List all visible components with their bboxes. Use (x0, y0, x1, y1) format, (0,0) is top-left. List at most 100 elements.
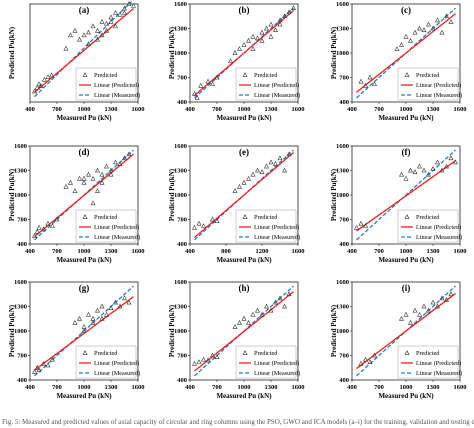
legend-marker-predicted (242, 72, 248, 77)
data-point (363, 82, 368, 88)
y-tick-label: 1000 (336, 192, 349, 199)
x-tick-label: 1600 (454, 106, 467, 113)
data-point (403, 311, 409, 317)
data-point (439, 295, 445, 301)
data-point (403, 33, 409, 39)
data-point (122, 5, 127, 11)
data-point (277, 155, 283, 161)
x-tick-label: 700 (212, 384, 222, 391)
data-point (399, 41, 404, 47)
data-point (34, 364, 40, 370)
figure-caption: Fig. 5: Measured and predicted values of… (2, 418, 474, 426)
data-point (237, 46, 242, 51)
x-axis-label: Measured Pu (kN) (378, 114, 434, 122)
y-tick-label: 400 (17, 377, 27, 384)
x-axis-label: Measured Pu (kN) (378, 256, 434, 264)
y-tick-label: 1300 (174, 26, 187, 33)
x-tick-label: 700 (52, 384, 62, 391)
data-point (72, 319, 78, 325)
data-point (426, 307, 431, 313)
data-point (282, 303, 287, 309)
y-tick-label: 1600 (174, 1, 187, 8)
x-tick-label: 700 (374, 384, 384, 391)
data-point (117, 11, 123, 17)
data-point (210, 216, 215, 222)
x-tick-label: 1600 (292, 384, 305, 391)
y-axis-label: Predicted Pu(kN) (330, 304, 338, 357)
data-point (444, 297, 449, 302)
x-tick-label: 400 (185, 106, 195, 113)
legend-marker-predicted (82, 350, 88, 355)
legend-entry: Linear (Measured) (416, 370, 462, 377)
y-tick-label: 1300 (336, 168, 349, 175)
x-tick-label: 1600 (132, 384, 145, 391)
data-point (117, 303, 123, 309)
legend-entry: Linear (Predicted) (94, 360, 139, 367)
x-axis-label: Measured Pu (kN) (56, 392, 112, 400)
data-point (95, 307, 100, 313)
linear-predicted-line (194, 10, 294, 96)
data-point (99, 179, 105, 185)
data-point (108, 14, 114, 20)
legend-marker-predicted (82, 72, 88, 77)
y-tick-label: 700 (17, 217, 27, 224)
y-tick-label: 700 (339, 217, 349, 224)
data-point (108, 305, 114, 311)
data-point (250, 33, 256, 39)
linear-measured-line (34, 285, 134, 377)
y-tick-label: 1000 (14, 328, 27, 335)
data-point (104, 163, 109, 169)
data-point (408, 319, 413, 325)
data-point (104, 27, 109, 33)
data-point (259, 29, 265, 35)
legend-entry: Linear (Measured) (416, 234, 462, 241)
linear-predicted-line (356, 13, 456, 93)
y-axis-label: Predicted Pu(kN) (330, 168, 338, 221)
panel-label: (f) (402, 147, 411, 157)
data-point (104, 311, 109, 317)
data-point (264, 303, 269, 309)
data-point (122, 10, 127, 15)
y-tick-label: 700 (339, 353, 349, 360)
data-point (99, 18, 105, 24)
legend-entry: Linear (Measured) (94, 370, 140, 377)
legend-entry: Predicted (254, 72, 278, 79)
x-tick-label: 400 (25, 248, 35, 255)
data-point (444, 13, 449, 19)
legend-marker-predicted (404, 214, 410, 219)
data-point (95, 188, 100, 193)
linear-predicted-line (194, 152, 294, 238)
legend-entry: Linear (Measured) (94, 92, 140, 99)
x-tick-label: 1300 (427, 106, 440, 113)
data-point (232, 324, 238, 329)
panel-7: (g) 400 700 1000 1300 1600 400 700 1000 1300 1600 M… (8, 279, 145, 400)
legend: Predicted Linear (Predicted) Linear (Measu… (75, 67, 140, 101)
x-axis-label: Measured Pu (kN) (56, 114, 112, 122)
data-point (104, 20, 109, 26)
data-point (192, 90, 197, 96)
data-point (113, 23, 118, 29)
y-tick-label: 400 (339, 377, 349, 384)
data-point (86, 29, 91, 35)
data-point (34, 84, 40, 90)
y-tick-label: 1600 (14, 279, 27, 286)
x-tick-label: 800 (221, 248, 231, 255)
data-point (250, 171, 256, 177)
data-point (210, 352, 215, 358)
linear-measured-line (356, 149, 456, 241)
legend-entry: Linear (Measured) (94, 234, 140, 241)
x-tick-label: 1600 (292, 106, 305, 113)
data-point (255, 307, 260, 313)
legend: Predicted Linear (Predicted) Linear (Measu… (235, 209, 300, 243)
x-tick-label: 1300 (105, 106, 118, 113)
x-axis-label: Measured Pu (kN) (216, 392, 272, 400)
data-point (358, 78, 364, 84)
data-point (237, 183, 242, 189)
x-tick-label: 1300 (105, 248, 118, 255)
data-point (95, 167, 100, 173)
data-point (286, 151, 292, 157)
x-tick-label: 1300 (265, 106, 278, 113)
data-point (86, 311, 91, 317)
data-point (45, 362, 51, 368)
panel-9: (i) 400 700 1000 1300 1600 400 700 1000 1300 1600 M… (330, 279, 467, 400)
